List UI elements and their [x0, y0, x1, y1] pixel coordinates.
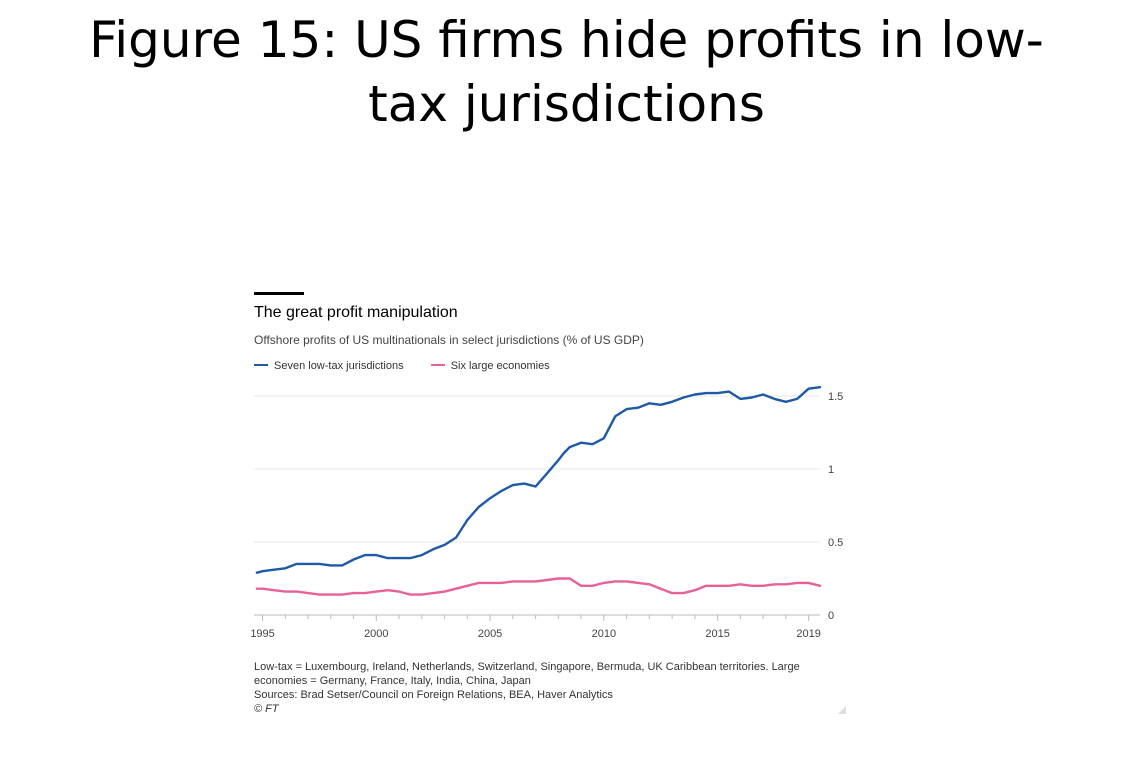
footnote-sources: Sources: Brad Setser/Council on Foreign …: [254, 689, 613, 701]
slide-title-line-1: Figure 15: US firms hide profits in low-: [89, 11, 1044, 69]
series-line-low-tax: [255, 385, 822, 574]
x-tick-label: 2005: [478, 628, 502, 640]
footnote-definitions: Low-tax = Luxembourg, Ireland, Netherlan…: [254, 661, 800, 687]
slide-title: Figure 15: US firms hide profits in low-…: [0, 8, 1133, 136]
legend-label-low-tax: Seven low-tax jurisdictions: [274, 360, 404, 372]
chart-plot: 0 0.5 1 1.5 1995 2000 2005 2010 2015 2019: [250, 385, 843, 640]
footnote-copyright: © FT: [254, 703, 279, 715]
legend-item-large-economies: Six large economies: [430, 360, 550, 372]
y-tick-label: 1: [828, 464, 834, 476]
y-tick-label: 0: [828, 610, 834, 622]
x-tick-label: 1995: [250, 628, 274, 640]
x-tick-label: 2000: [364, 628, 388, 640]
resize-corner-icon: [838, 706, 846, 714]
series-line-large-economies: [255, 577, 822, 596]
y-tick-label: 1.5: [828, 391, 843, 403]
x-tick-label: 2015: [705, 628, 729, 640]
y-tick-label: 0.5: [828, 537, 843, 549]
x-tick-label: 2010: [592, 628, 616, 640]
legend-item-low-tax: Seven low-tax jurisdictions: [254, 360, 404, 372]
legend-label-large-economies: Six large economies: [450, 360, 550, 372]
legend-swatch-large-economies: [430, 364, 445, 367]
chart-subtitle: Offshore profits of US multinationals in…: [254, 333, 644, 347]
x-tick-label: 2019: [796, 628, 820, 640]
chart-title: The great profit manipulation: [254, 304, 458, 321]
slide-title-line-2: tax jurisdictions: [368, 75, 765, 133]
legend-swatch-low-tax: [254, 364, 268, 367]
chart-accent-bar: [254, 292, 304, 295]
chart-footnotes: Low-tax = Luxembourg, Ireland, Netherlan…: [254, 660, 844, 716]
chart-legend: Seven low-tax jurisdictions Six large ec…: [254, 360, 574, 372]
